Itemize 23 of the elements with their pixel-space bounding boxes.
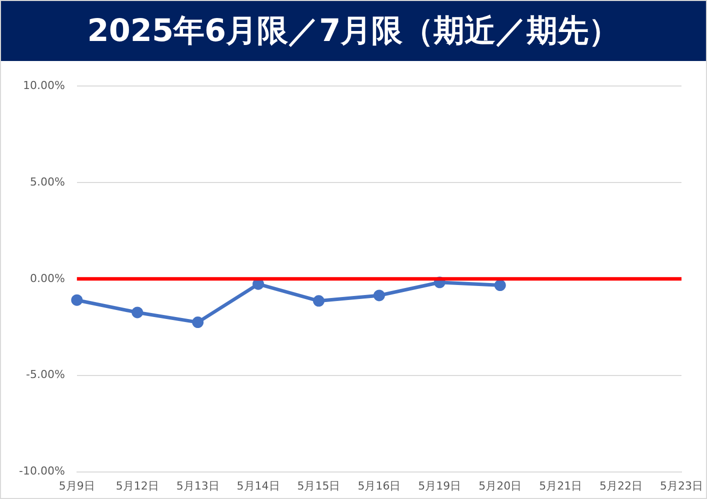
point	[313, 295, 324, 307]
x-tick-label: 5月19日	[418, 479, 462, 492]
x-tick-label: 5月21日	[539, 479, 582, 492]
point	[132, 306, 144, 318]
x-tick-label: 5月23日	[660, 479, 703, 492]
x-tick-label: 5月20日	[478, 479, 522, 492]
y-tick-label: -10.00%	[18, 464, 65, 478]
x-tick-label: 5月9日	[58, 479, 95, 492]
x-tick-label: 5月12日	[116, 479, 159, 492]
x-tick-label: 5月13日	[176, 479, 220, 492]
x-tick-label: 5月14日	[236, 479, 280, 492]
chart-title: 2025年6月限／7月限（期近／期先）	[1, 1, 706, 61]
y-tick-label: 0.00%	[30, 272, 65, 285]
point	[71, 294, 83, 306]
point	[192, 316, 204, 328]
point	[373, 290, 385, 302]
x-tick-label: 5月15日	[297, 479, 340, 492]
y-tick-label: -5.00%	[26, 368, 65, 382]
x-tick-label: 5月16日	[358, 479, 401, 492]
x-tick-label: 5月22日	[600, 479, 643, 492]
y-tick-label: 5.00%	[30, 175, 65, 188]
point	[494, 280, 506, 292]
y-tick-label: 10.00%	[22, 78, 65, 92]
